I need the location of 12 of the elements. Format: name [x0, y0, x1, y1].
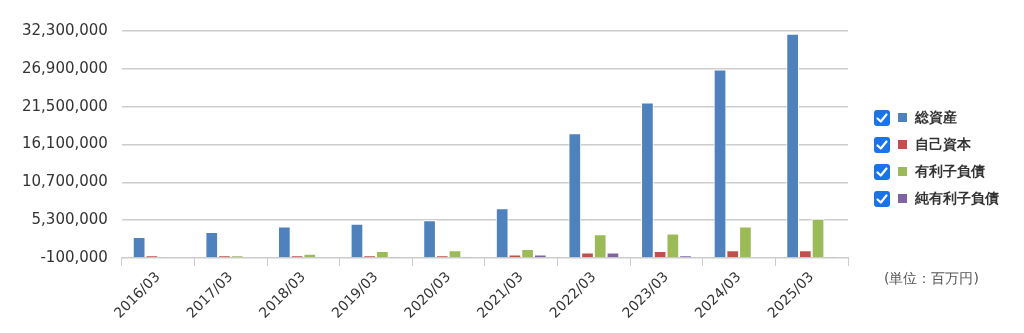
- y-tick-label: 16,100,000: [21, 134, 108, 153]
- legend-label: 有利子負債: [915, 162, 985, 181]
- legend-label: 自己資本: [915, 135, 971, 154]
- y-tick-label: 5,300,000: [31, 210, 108, 229]
- legend-label: 純有利子負債: [915, 189, 999, 208]
- y-tick-label: 21,500,000: [21, 96, 108, 115]
- legend-label: 総資産: [915, 108, 957, 127]
- y-tick-label: 32,300,000: [21, 20, 108, 39]
- y-tick-label: 10,700,000: [21, 172, 108, 191]
- y-tick-label: 26,900,000: [21, 58, 108, 77]
- text: (単位：百万円): [884, 270, 979, 288]
- y-tick-label: -100,000: [40, 247, 108, 266]
